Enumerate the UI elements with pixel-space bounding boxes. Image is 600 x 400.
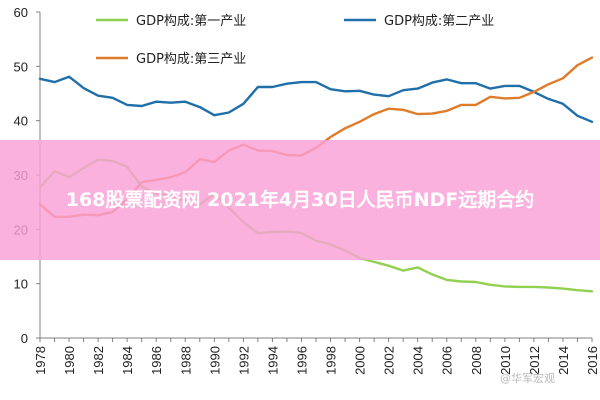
x-tick-labels: 1978 1980 1982 1984 1986 1988 1990 1992 1994 1996… bbox=[33, 346, 600, 375]
legend: GDP构成:第一产业 GDP构成:第二产业 GDP构成:第三产业 bbox=[96, 14, 494, 67]
x-tick-label: 1990 bbox=[207, 346, 222, 375]
x-tick-label: 2002 bbox=[382, 346, 397, 375]
x-tick-label: 2010 bbox=[498, 346, 513, 375]
x-tick-label: 1996 bbox=[294, 346, 309, 375]
y-tick-label: 0 bbox=[21, 331, 28, 346]
legend-label-3: GDP构成:第三产业 bbox=[136, 52, 246, 67]
y-tick-label: 50 bbox=[14, 59, 28, 74]
promo-banner: 168股票配资网 2021年4月30日人民币NDF远期合约 bbox=[0, 140, 600, 260]
y-tick-label: 60 bbox=[14, 5, 28, 20]
banner-text: 168股票配资网 2021年4月30日人民币NDF远期合约 bbox=[65, 189, 535, 211]
x-tick-label: 1992 bbox=[236, 346, 251, 375]
x-tick-label: 2000 bbox=[353, 346, 368, 375]
x-tick-label: 1998 bbox=[324, 346, 339, 375]
x-tick-label: 2014 bbox=[556, 346, 571, 375]
x-tick-label: 1978 bbox=[33, 346, 48, 375]
x-tick-label: 1984 bbox=[120, 346, 135, 375]
y-tick-label: 10 bbox=[14, 277, 28, 292]
legend-label-1: GDP构成:第一产业 bbox=[136, 14, 246, 29]
x-tick-label: 2008 bbox=[469, 346, 484, 375]
x-tick-label: 2012 bbox=[527, 346, 542, 375]
x-tick-label: 2016 bbox=[585, 346, 600, 375]
x-tick-label: 1986 bbox=[149, 346, 164, 375]
x-tick-label: 1980 bbox=[62, 346, 77, 375]
y-tick-label: 40 bbox=[14, 114, 28, 129]
series-line-2 bbox=[38, 75, 594, 124]
x-tick-label: 1994 bbox=[265, 346, 280, 375]
x-tick-label: 2006 bbox=[440, 346, 455, 375]
x-tick-label: 1988 bbox=[178, 346, 193, 375]
watermark: @华军宏观 bbox=[500, 372, 555, 385]
legend-label-2: GDP构成:第二产业 bbox=[384, 14, 494, 29]
x-tick-label: 1982 bbox=[91, 346, 106, 375]
x-tick-label: 2004 bbox=[411, 346, 426, 375]
